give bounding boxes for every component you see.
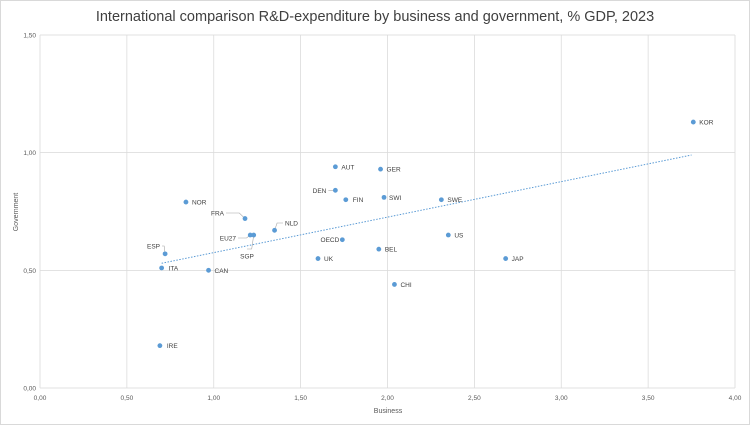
point-label-jap: JAP [512, 256, 524, 263]
point-label-bel: BEL [385, 247, 398, 254]
point-chi [392, 282, 397, 287]
leader-line-nld [274, 222, 283, 231]
point-label-chi: CHI [400, 282, 411, 289]
x-tick-label: 2,00 [381, 395, 394, 402]
point-label-fra: FRA [211, 211, 225, 218]
point-label-aut: AUT [341, 164, 354, 171]
point-label-kor: KOR [699, 120, 713, 127]
point-den [332, 187, 338, 193]
point-ger [378, 166, 383, 172]
y-tick-label: 1,50 [23, 33, 36, 40]
x-tick-label: 0,00 [34, 395, 47, 402]
x-tick-label: 3,00 [555, 395, 568, 402]
point-label-den: DEN [313, 188, 327, 195]
x-tick-label: 0,50 [121, 395, 134, 402]
chart-title: International comparison R&D-expenditure… [96, 9, 654, 25]
data-points: KOR AUT GER DEN FIN SWI SWE NOR FRA NLD EU27 SGP OEC… [147, 120, 714, 351]
point-label-can: CAN [215, 268, 229, 275]
leader-line-fra [226, 212, 246, 219]
point-label-fin: FIN [353, 197, 364, 204]
point-label-nor: NOR [192, 200, 207, 207]
point-label-ita: ITA [169, 265, 179, 272]
x-tick-label: 4,00 [729, 395, 742, 402]
point-label-nld: NLD [285, 221, 298, 228]
y-tick-label: 1,00 [23, 150, 36, 157]
point-sgp [251, 232, 257, 238]
point-esp [162, 251, 168, 257]
point-can [206, 267, 211, 273]
x-axis-label: Business [374, 408, 403, 415]
point-label-uk: UK [324, 256, 334, 263]
x-tick-label: 1,50 [294, 395, 307, 402]
point-us [445, 232, 451, 238]
x-tick-label: 2,50 [468, 395, 481, 402]
point-label-ire: IRE [167, 343, 179, 350]
gridlines [39, 34, 736, 389]
point-aut [332, 164, 338, 170]
point-label-swi: SWI [389, 195, 401, 202]
y-axis-label: Government [13, 193, 20, 232]
point-fin [343, 197, 349, 203]
point-label-swe: SWE [447, 197, 462, 204]
y-tick-label: 0,50 [23, 268, 36, 275]
point-swe [438, 197, 444, 203]
trendline [161, 154, 692, 264]
point-nld [272, 227, 277, 233]
point-label-sgp: SGP [240, 254, 254, 261]
point-kor [690, 119, 696, 125]
point-ita [159, 265, 165, 271]
point-uk [315, 256, 321, 261]
point-label-eu27: EU27 [220, 236, 237, 243]
point-jap [503, 256, 509, 261]
point-nor [183, 199, 189, 205]
point-label-oecd: OECD [321, 237, 340, 244]
leader-line-sgp [247, 234, 255, 250]
x-tick-label: 1,00 [207, 395, 220, 402]
point-ire [157, 343, 163, 349]
point-swi [381, 194, 387, 200]
point-oecd [339, 237, 345, 243]
y-tick-label: 0,00 [23, 386, 36, 393]
point-fra [242, 216, 248, 221]
point-label-esp: ESP [147, 244, 160, 251]
x-tick-label: 3,50 [642, 395, 655, 402]
point-bel [376, 246, 382, 252]
trendline-group [161, 154, 692, 264]
tick-labels: 0,00 0,50 1,00 1,50 2,00 2,50 3,00 3,50 4,00 0,00… [23, 33, 741, 403]
point-eu27 [247, 232, 253, 238]
point-label-ger: GER [387, 167, 401, 174]
leader-line-esp [162, 245, 166, 254]
point-label-us: US [454, 233, 464, 240]
